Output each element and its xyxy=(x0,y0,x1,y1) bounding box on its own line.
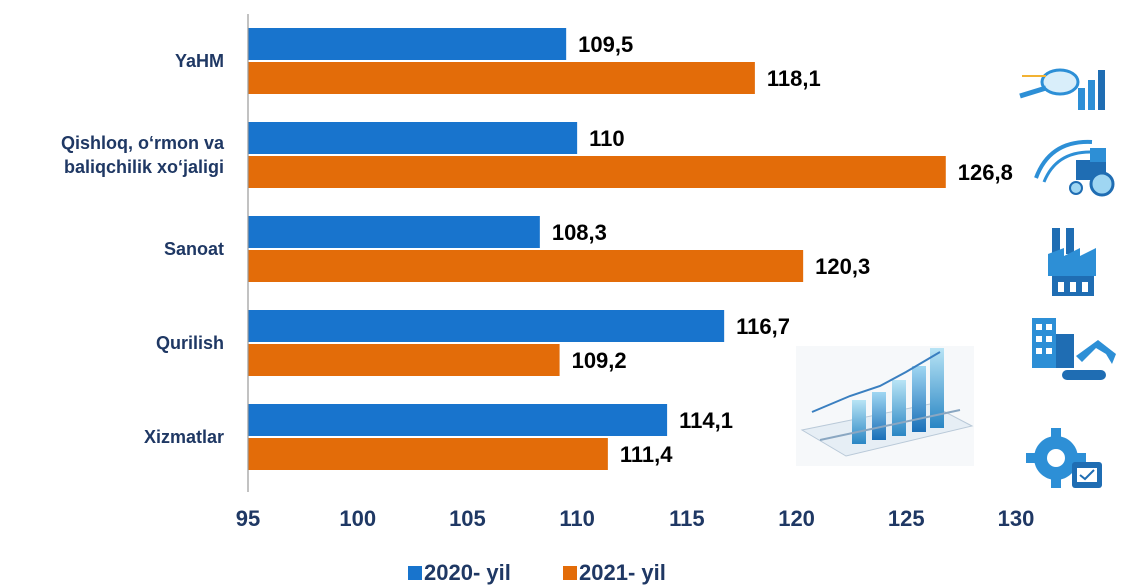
data-label-2021-2: 120,3 xyxy=(815,254,870,279)
category-label-0: YaHM xyxy=(175,51,224,71)
category-labels-layer: YaHM Qishloq, o‘rmon va baliqchilik xo‘jal… xyxy=(61,51,225,447)
category-label-2: Sanoat xyxy=(164,239,224,259)
data-label-2020-2: 108,3 xyxy=(552,220,607,245)
category-label-4: Xizmatlar xyxy=(144,427,224,447)
x-tick-label-130: 130 xyxy=(998,506,1035,531)
x-tick-label-115: 115 xyxy=(669,506,705,531)
factory-icon xyxy=(1048,228,1096,296)
legend-swatch-2021 xyxy=(563,566,577,580)
bar-2020-1 xyxy=(248,122,578,154)
magnifier-analytics-icon xyxy=(1019,68,1105,110)
x-tick-label-125: 125 xyxy=(888,506,925,531)
data-label-2021-3: 109,2 xyxy=(572,348,627,373)
bar-2020-2 xyxy=(248,216,540,248)
data-label-2021-1: 126,8 xyxy=(958,160,1013,185)
category-label-1-line-1: baliqchilik xo‘jaligi xyxy=(64,157,224,177)
x-tick-label-100: 100 xyxy=(339,506,376,531)
bar-2021-1 xyxy=(248,156,946,188)
bar-2021-2 xyxy=(248,250,804,282)
x-tick-label-110: 110 xyxy=(559,506,595,531)
data-label-2020-0: 109,5 xyxy=(578,32,633,57)
category-label-3: Qurilish xyxy=(156,333,224,353)
x-tick-label-120: 120 xyxy=(778,506,815,531)
3d-bar-chart-icon xyxy=(796,346,974,466)
category-label-1-line-0: Qishloq, o‘rmon va xyxy=(61,133,225,153)
x-tick-labels-layer: 95 100 105 110 115 120 125 130 xyxy=(236,506,1035,531)
data-label-2021-0: 118,1 xyxy=(767,66,821,91)
bar-2021-4 xyxy=(248,438,608,470)
tractor-icon xyxy=(1034,139,1115,197)
bar-2020-4 xyxy=(248,404,668,436)
data-label-2020-1: 110 xyxy=(589,126,625,151)
legend-label-2020: 2020- yil xyxy=(424,560,511,585)
bar-2020-3 xyxy=(248,310,725,342)
legend-label-2021: 2021- yil xyxy=(579,560,666,585)
x-tick-label-105: 105 xyxy=(449,506,486,531)
data-label-2020-3: 116,7 xyxy=(736,314,790,339)
data-label-2020-4: 114,1 xyxy=(679,408,733,433)
data-label-2021-4: 111,4 xyxy=(620,442,673,467)
legend-swatch-2020 xyxy=(408,566,422,580)
legend: 2020- yil 2021- yil xyxy=(408,560,666,585)
construction-excavator-icon xyxy=(1032,318,1116,380)
bar-2021-0 xyxy=(248,62,755,94)
x-tick-label-95: 95 xyxy=(236,506,260,531)
bars-layer xyxy=(248,28,946,470)
gear-services-icon xyxy=(1026,428,1102,488)
data-labels-layer: 109,5 118,1 110 126,8 108,3 120,3 116,7 109,2 11… xyxy=(552,32,1013,467)
bar-2020-0 xyxy=(248,28,567,60)
bar-2021-3 xyxy=(248,344,560,376)
